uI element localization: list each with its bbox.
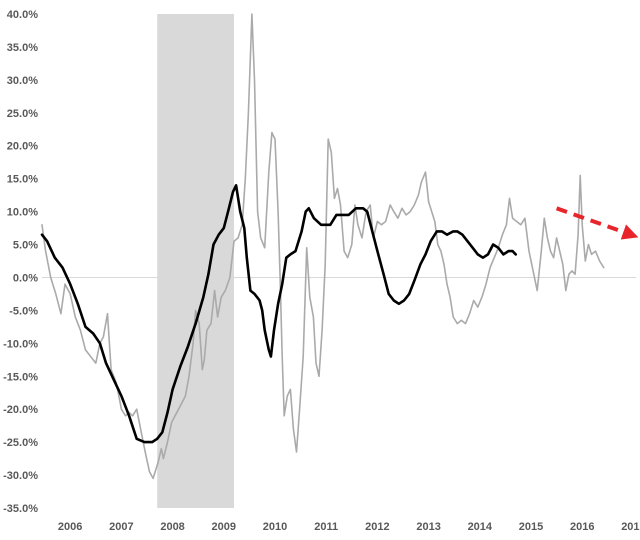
x-tick-label: 2016: [570, 521, 594, 533]
series-line-gray: [41, 13, 605, 480]
x-tick-label: 2015: [519, 521, 543, 533]
x-tick-label: 2012: [365, 521, 389, 533]
x-tick-label: 2013: [416, 521, 440, 533]
y-tick-label: 40.0%: [7, 9, 38, 21]
x-tick-label: 2014: [468, 521, 493, 533]
x-tick-label: 2006: [58, 521, 82, 533]
series-line-black: [40, 184, 518, 444]
y-tick-label: -35.0%: [3, 503, 38, 515]
y-tick-label: -5.0%: [9, 305, 38, 317]
y-tick-label: 25.0%: [7, 108, 38, 120]
y-tick-label: 5.0%: [13, 240, 38, 252]
x-tick-label: 2011: [314, 521, 338, 533]
x-tick-label: 2010: [263, 521, 287, 533]
x-tick-label: 2008: [160, 521, 184, 533]
y-tick-label: 0.0%: [13, 272, 38, 284]
y-tick-label: 35.0%: [7, 42, 38, 54]
y-tick-label: 10.0%: [7, 207, 38, 219]
y-tick-label: 15.0%: [7, 174, 38, 186]
y-tick-label: -25.0%: [3, 437, 38, 449]
shaded-region: [157, 14, 235, 508]
y-tick-label: -15.0%: [3, 371, 38, 383]
y-tick-label: -20.0%: [3, 404, 38, 416]
x-tick-label: 2009: [212, 521, 236, 533]
trend-arrow: [555, 206, 639, 240]
x-tick-label: 2007: [109, 521, 133, 533]
y-tick-label: -30.0%: [3, 470, 38, 482]
y-tick-label: 20.0%: [7, 141, 38, 153]
y-tick-label: 30.0%: [7, 75, 38, 87]
y-tick-label: -10.0%: [3, 338, 38, 350]
x-tick-label: 2017: [621, 521, 640, 533]
